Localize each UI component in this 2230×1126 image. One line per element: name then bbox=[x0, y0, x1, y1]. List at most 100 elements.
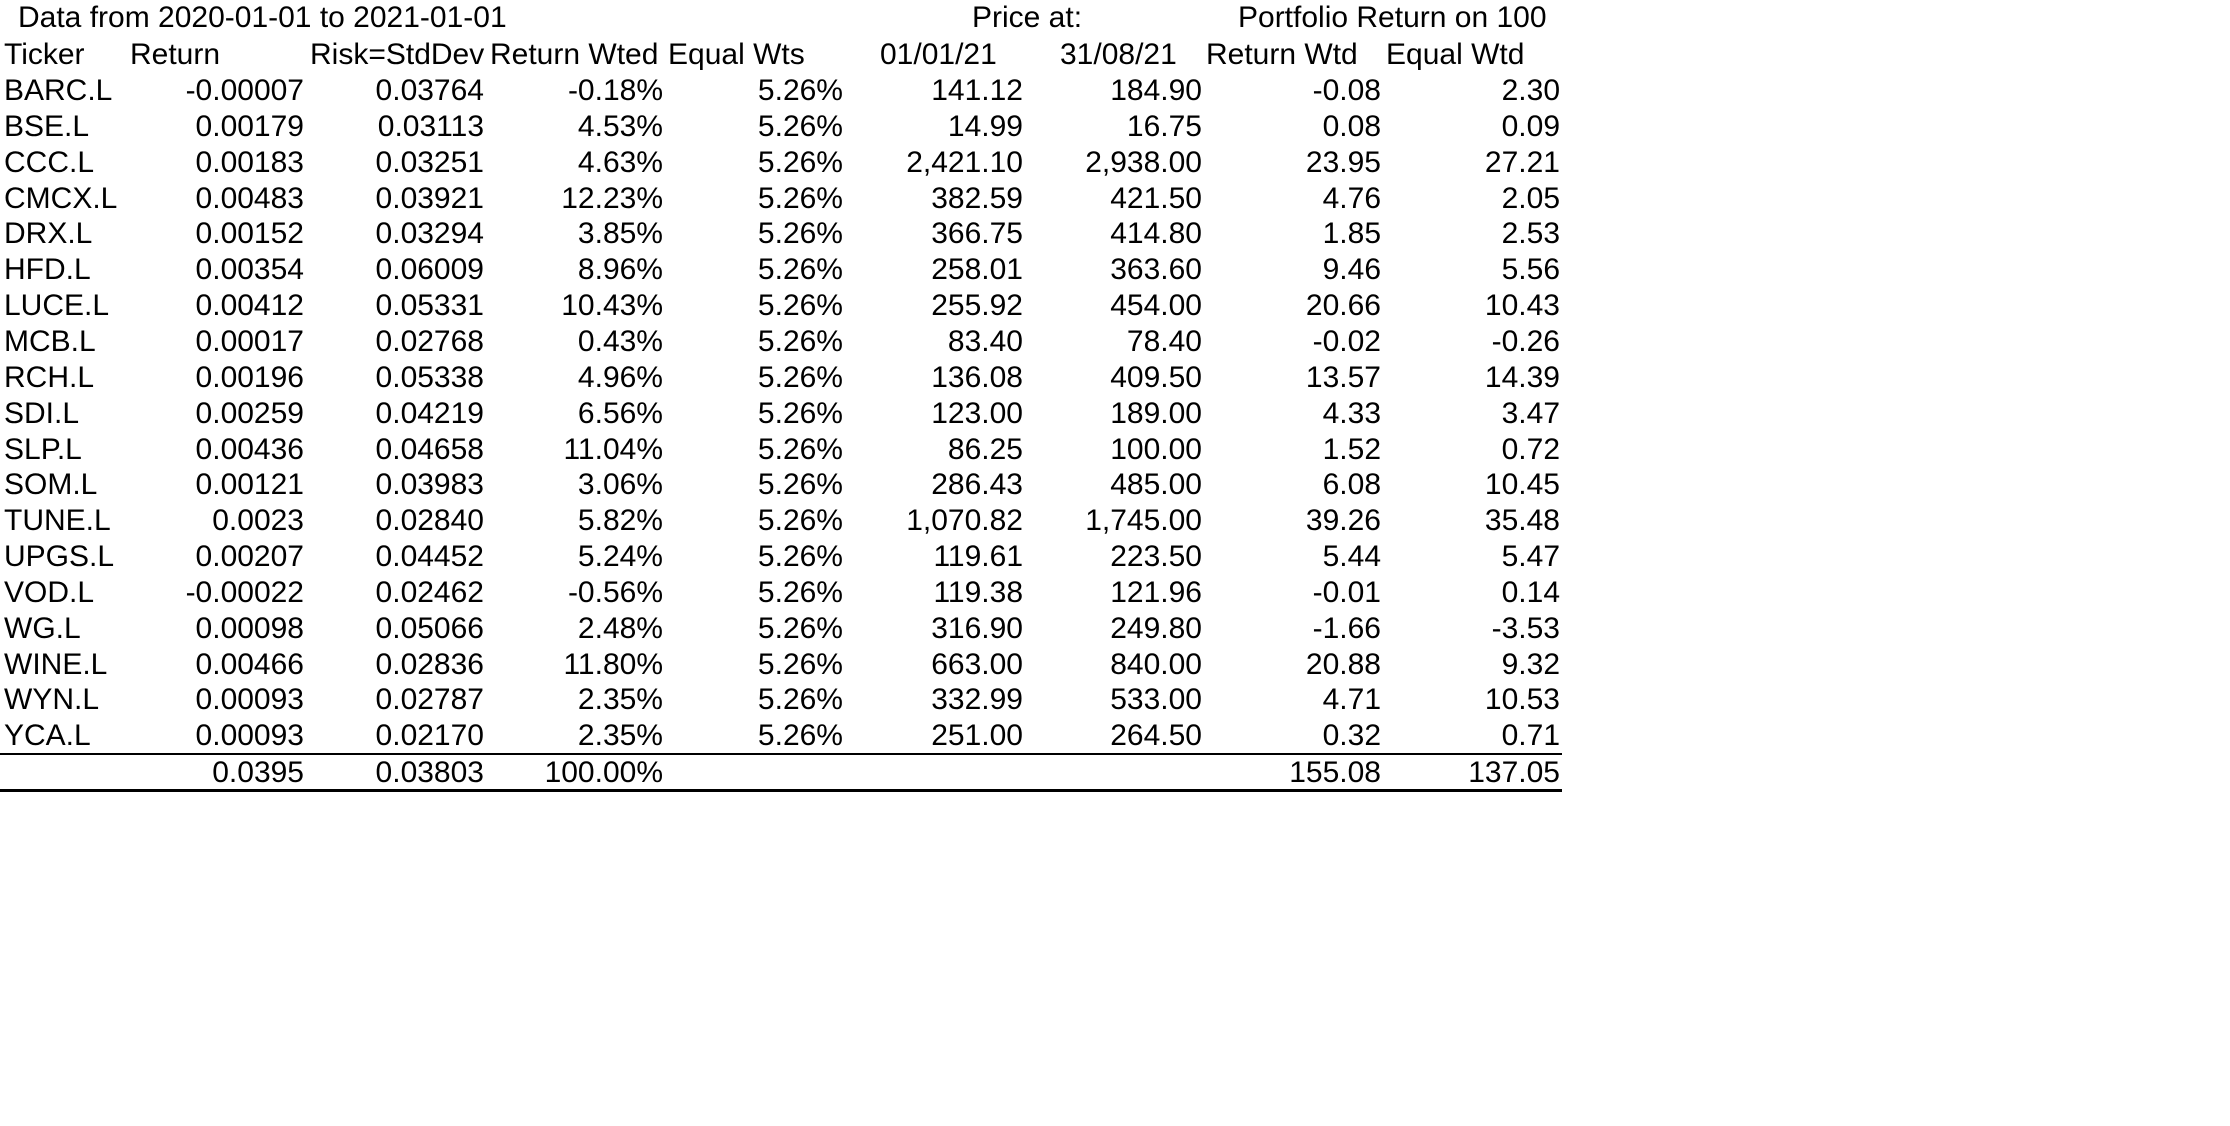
cell-risk: 0.03764 bbox=[375, 74, 484, 107]
cell-equal-wtd: 10.45 bbox=[1484, 468, 1560, 501]
cell-return-wtd: 0.08 bbox=[1322, 110, 1381, 143]
cell-return-wtd: 20.66 bbox=[1305, 289, 1381, 322]
col-header-price-end: 31/08/21 bbox=[1060, 38, 1177, 71]
cell-equal-wts: 5.26% bbox=[757, 361, 843, 394]
cell-return-wtd: 4.71 bbox=[1322, 683, 1381, 716]
cell-price-end: 121.96 bbox=[1110, 576, 1202, 609]
cell-price-start: 14.99 bbox=[947, 110, 1023, 143]
cell-return: 0.0023 bbox=[212, 504, 304, 537]
totals-top-border bbox=[0, 753, 1562, 755]
cell-price-start: 286.43 bbox=[931, 468, 1023, 501]
cell-equal-wts: 5.26% bbox=[757, 289, 843, 322]
cell-price-start: 255.92 bbox=[931, 289, 1023, 322]
table-row: CCC.L 0.00183 0.03251 4.63% 5.26% 2,421.10 2,9… bbox=[0, 145, 1564, 181]
cell-risk: 0.02462 bbox=[375, 576, 484, 609]
cell-return-wted: 11.04% bbox=[563, 433, 663, 466]
cell-equal-wtd: 137.05 bbox=[1468, 756, 1560, 789]
cell-return: 0.00098 bbox=[195, 612, 304, 645]
cell-equal-wtd: -3.53 bbox=[1491, 612, 1560, 645]
cell-return-wtd: 5.44 bbox=[1322, 540, 1381, 573]
cell-ticker: VOD.L bbox=[4, 576, 95, 609]
cell-return-wted: 5.24% bbox=[577, 540, 663, 573]
col-header-risk: Risk=StdDev bbox=[310, 38, 485, 71]
cell-risk: 0.05338 bbox=[375, 361, 484, 394]
cell-return-wtd: -0.02 bbox=[1312, 325, 1381, 358]
cell-equal-wtd: 3.47 bbox=[1501, 397, 1560, 430]
cell-return-wted: 3.85% bbox=[577, 217, 663, 250]
cell-return-wted: 5.82% bbox=[577, 504, 663, 537]
cell-return-wted: 8.96% bbox=[577, 253, 663, 286]
cell-return-wtd: 9.46 bbox=[1322, 253, 1381, 286]
cell-return: 0.00183 bbox=[195, 146, 304, 179]
cell-return-wtd: -1.66 bbox=[1312, 612, 1381, 645]
cell-ticker: SOM.L bbox=[4, 468, 98, 501]
table-row: WG.L 0.00098 0.05066 2.48% 5.26% 316.90 249.80… bbox=[0, 611, 1564, 647]
cell-return-wted: 12.23% bbox=[561, 182, 663, 215]
cell-return: 0.00483 bbox=[195, 182, 304, 215]
cell-price-start: 83.40 bbox=[947, 325, 1023, 358]
cell-risk: 0.04452 bbox=[375, 540, 484, 573]
cell-return-wtd: -0.08 bbox=[1312, 74, 1381, 107]
cell-return-wted: -0.56% bbox=[567, 576, 663, 609]
cell-price-end: 16.75 bbox=[1126, 110, 1202, 143]
cell-price-start: 663.00 bbox=[931, 648, 1023, 681]
cell-risk: 0.03113 bbox=[377, 110, 484, 143]
cell-risk: 0.03251 bbox=[375, 146, 484, 179]
cell-return-wted: 2.35% bbox=[577, 719, 663, 752]
spreadsheet-table: Data from 2020-01-01 to 2021-01-01 Price… bbox=[0, 0, 1564, 800]
cell-price-start: 119.61 bbox=[933, 540, 1023, 573]
col-header-ticker: Ticker bbox=[4, 38, 85, 71]
cell-return: 0.00152 bbox=[195, 217, 304, 250]
cell-equal-wtd: 2.30 bbox=[1501, 74, 1560, 107]
cell-ticker: WG.L bbox=[4, 612, 81, 645]
cell-return-wtd: 0.32 bbox=[1322, 719, 1381, 752]
cell-risk: 0.05331 bbox=[375, 289, 484, 322]
cell-ticker: BARC.L bbox=[4, 74, 113, 107]
cell-return-wtd: 1.85 bbox=[1322, 217, 1381, 250]
cell-ticker: WINE.L bbox=[4, 648, 108, 681]
cell-return-wted: 4.63% bbox=[577, 146, 663, 179]
cell-equal-wtd: 14.39 bbox=[1484, 361, 1560, 394]
price-at-label: Price at: bbox=[972, 1, 1083, 34]
cell-risk: 0.03921 bbox=[375, 182, 484, 215]
cell-ticker: SDI.L bbox=[4, 397, 80, 430]
cell-risk: 0.04219 bbox=[375, 397, 484, 430]
cell-return-wted: 11.80% bbox=[563, 648, 663, 681]
cell-price-start: 86.25 bbox=[947, 433, 1023, 466]
table-row: BARC.L -0.00007 0.03764 -0.18% 5.26% 141.12 18… bbox=[0, 73, 1564, 109]
cell-equal-wts: 5.26% bbox=[757, 683, 843, 716]
cell-ticker: CMCX.L bbox=[4, 182, 118, 215]
table-row: WINE.L 0.00466 0.02836 11.80% 5.26% 663.00 840… bbox=[0, 647, 1564, 683]
cell-return-wtd: 6.08 bbox=[1322, 468, 1381, 501]
cell-return-wtd: 1.52 bbox=[1322, 433, 1381, 466]
cell-return-wtd: 23.95 bbox=[1305, 146, 1381, 179]
cell-price-end: 533.00 bbox=[1110, 683, 1202, 716]
cell-return: 0.00354 bbox=[195, 253, 304, 286]
cell-risk: 0.02840 bbox=[375, 504, 484, 537]
cell-price-end: 485.00 bbox=[1110, 468, 1202, 501]
cell-ticker: LUCE.L bbox=[4, 289, 110, 322]
table-row: VOD.L -0.00022 0.02462 -0.56% 5.26% 119.38 121… bbox=[0, 575, 1564, 611]
cell-return-wtd: 4.33 bbox=[1322, 397, 1381, 430]
cell-price-end: 421.50 bbox=[1110, 182, 1202, 215]
cell-price-start: 251.00 bbox=[931, 719, 1023, 752]
cell-equal-wts: 5.26% bbox=[757, 110, 843, 143]
cell-equal-wtd: 10.43 bbox=[1484, 289, 1560, 322]
table-row: MCB.L 0.00017 0.02768 0.43% 5.26% 83.40 78.40 -… bbox=[0, 324, 1564, 360]
cell-price-end: 264.50 bbox=[1110, 719, 1202, 752]
cell-price-end: 414.80 bbox=[1110, 217, 1202, 250]
cell-return: 0.00017 bbox=[195, 325, 304, 358]
cell-price-start bbox=[843, 755, 1023, 791]
cell-return: 0.00196 bbox=[195, 361, 304, 394]
portfolio-return-label: Portfolio Return on 100 bbox=[1238, 1, 1547, 34]
cell-risk: 0.06009 bbox=[375, 253, 484, 286]
cell-equal-wtd: 2.53 bbox=[1501, 217, 1560, 250]
cell-price-start: 316.90 bbox=[931, 612, 1023, 645]
cell-price-start: 119.38 bbox=[933, 576, 1023, 609]
cell-return: 0.0395 bbox=[212, 756, 304, 789]
cell-return: 0.00436 bbox=[195, 433, 304, 466]
col-header-equal-wtd: Equal Wtd bbox=[1386, 38, 1525, 71]
cell-return: 0.00093 bbox=[195, 683, 304, 716]
cell-price-start: 141.12 bbox=[931, 74, 1023, 107]
cell-equal-wtd: 5.47 bbox=[1501, 540, 1560, 573]
